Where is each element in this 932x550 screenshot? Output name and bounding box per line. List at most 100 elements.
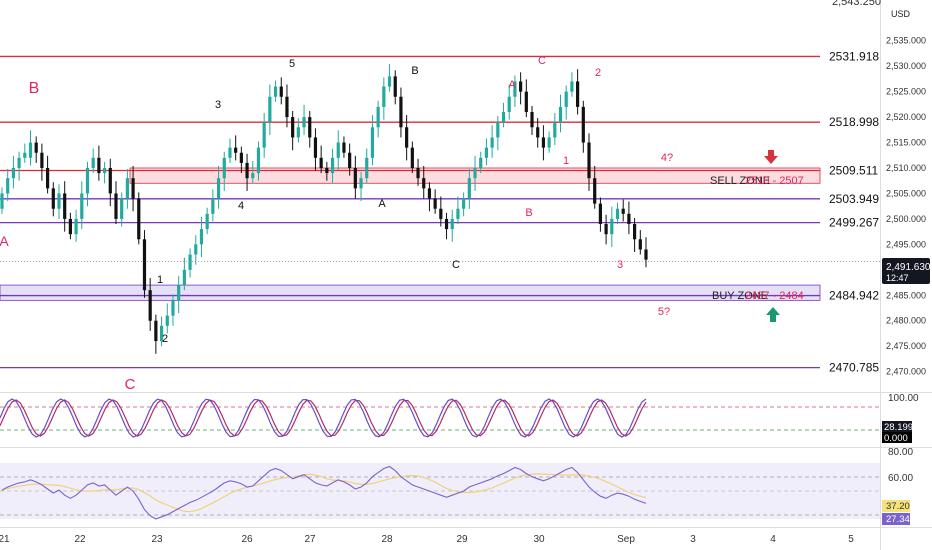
candle-body (177, 285, 181, 301)
candle-body (536, 127, 540, 138)
candle-body (405, 127, 409, 148)
wave-label: 4? (661, 152, 673, 164)
candle-body (479, 157, 483, 168)
candle-body (336, 142, 340, 158)
candle-body (239, 152, 243, 163)
time-tick-label: 30 (533, 534, 545, 545)
time-tick-label: 4 (770, 534, 776, 545)
candle-body (234, 147, 238, 153)
candle-body (427, 188, 432, 199)
price-tick-label: 2,505.000 (886, 188, 926, 198)
stoch-k-value: 28.199 (884, 422, 913, 433)
candle-body (615, 208, 620, 219)
candle-body (564, 91, 568, 107)
candle-body (541, 137, 546, 148)
candle-body (291, 117, 295, 138)
wave-label: 5? (658, 306, 670, 318)
candle-body (171, 300, 175, 316)
time-tick-label: 28 (381, 534, 393, 545)
candle-body (365, 157, 369, 179)
candle-body (416, 168, 420, 179)
price-axis[interactable]: 2,535.000 2,530.000 2,525.000 2,520.000 2,51… (886, 36, 926, 377)
wave-label: 3 (215, 99, 221, 111)
candle-body (6, 178, 10, 194)
candle-body (211, 198, 215, 214)
candle-body (45, 168, 50, 189)
price-tick-label: 2,470.000 (886, 367, 926, 377)
candle-body (154, 320, 158, 342)
candle-body (330, 157, 335, 174)
candle-body (450, 218, 454, 230)
candle-body (519, 81, 523, 92)
rsi-pane-bg (0, 463, 880, 519)
countdown-label: 12:47 (886, 273, 909, 283)
stoch-k-line (0, 398, 647, 438)
candle-body (581, 106, 585, 143)
candle-body (28, 142, 33, 158)
wave-label: 1 (563, 155, 569, 167)
buy-zone-range: 2487 - 2484 (745, 290, 804, 302)
stoch-d-value: 0.000 (884, 433, 908, 444)
candle-body (496, 122, 500, 138)
candle-body (148, 290, 152, 321)
candle-body (387, 76, 392, 87)
candle-body (513, 81, 517, 97)
candle-body (507, 96, 511, 112)
zones-layer (0, 167, 821, 301)
candle-body (359, 178, 363, 189)
candle-body (467, 178, 471, 199)
candle-body (547, 137, 551, 148)
candle-body (63, 193, 67, 219)
candle-body (182, 269, 186, 286)
candle-body (302, 117, 306, 128)
stoch-d-tag-bg (882, 432, 912, 443)
wave-label: C (538, 55, 546, 67)
price-tick-label: 2,495.000 (886, 239, 926, 249)
price-pane-bg (0, 0, 880, 392)
rsi-ma-value: 37.20 (886, 501, 910, 512)
candle-body (262, 122, 266, 148)
candle-body (553, 122, 557, 138)
level-label: 2503.949 (829, 192, 879, 206)
candles-layer (0, 64, 648, 354)
price-tick-label: 2,535.000 (886, 36, 926, 46)
candle-body (593, 178, 597, 204)
candle-body (142, 239, 147, 291)
current-price-tag: 2,491.630 12:47 (882, 258, 931, 284)
candle-body (285, 96, 289, 118)
time-tick-label: 27 (304, 534, 316, 545)
level-label: 2518.998 (829, 115, 879, 129)
candle-body (501, 112, 506, 123)
candle-body (80, 193, 84, 219)
stoch-tick-100: 100.00 (888, 393, 919, 404)
time-tick-label: 5 (848, 534, 854, 545)
time-tick-label: Sep (617, 534, 635, 545)
stoch-pane-bg (0, 393, 880, 448)
time-axis[interactable]: 21 22 23 26 27 28 29 30 Sep 3 4 5 (0, 534, 854, 545)
candle-body (97, 157, 101, 174)
candle-body (273, 86, 278, 97)
candle-body (0, 193, 4, 209)
time-tick-label: 26 (241, 534, 253, 545)
candle-body (51, 188, 55, 209)
sell-zone-label: SELL ZONE (710, 175, 770, 187)
candle-body (114, 193, 118, 219)
candle-body (199, 229, 204, 245)
candle-body (353, 168, 357, 189)
candle-body (256, 147, 261, 174)
candle-body (627, 213, 631, 224)
candle-body (604, 224, 608, 235)
time-tick-label: 21 (0, 534, 10, 545)
candle-body (558, 106, 563, 123)
level-label: 2470.785 (829, 361, 879, 375)
level-label: 2531.918 (829, 49, 879, 63)
candle-body (74, 218, 78, 235)
wave-label: A (378, 198, 386, 210)
wave-label: B (525, 207, 532, 219)
candle-body (194, 244, 198, 255)
time-tick-label: 23 (151, 534, 163, 545)
candle-body (473, 168, 477, 179)
candle-body (422, 178, 426, 189)
price-tick-label: 2,530.000 (886, 61, 926, 71)
